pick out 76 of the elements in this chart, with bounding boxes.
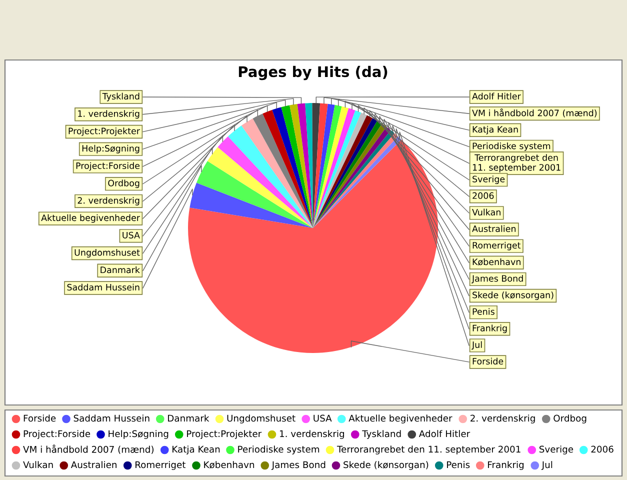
pie-slice: [252, 114, 313, 228]
slice-label: Aktuelle begivenheder: [41, 214, 140, 223]
pie-slice: [313, 104, 342, 228]
pie-slice: [188, 140, 438, 353]
legend-label: Frankrig: [488, 461, 524, 470]
legend-label: Vulkan: [23, 461, 53, 468]
legend-label: Romerriget: [136, 461, 186, 470]
legend-label: Ordbog: [554, 414, 586, 424]
legend-label: København: [204, 461, 254, 468]
legend-label: Australien: [70, 461, 116, 468]
pie-slice: [262, 110, 313, 228]
slice-label: USA: [122, 232, 140, 238]
legend-label: USA: [314, 414, 332, 422]
slice-label: Periodiske system: [472, 142, 550, 151]
slice-label: James Bond: [472, 274, 523, 284]
legend-label: Periodiske system: [238, 446, 320, 454]
slice-label: Forside: [472, 358, 504, 365]
slice-label: Ordbog: [108, 180, 140, 188]
slice-label: Katja Kean: [472, 126, 518, 134]
slice-label: Sverige: [472, 176, 505, 184]
legend-label: 1. verdenskrig: [280, 430, 344, 439]
slice-label: VM i håndbold 2007 (mænd): [472, 108, 597, 118]
slice-label: 1. verdenskrig: [78, 110, 140, 119]
pie-slice: [313, 106, 349, 228]
legend-label: Forside: [24, 414, 56, 422]
pie-slice: [313, 104, 335, 228]
slice-label: Project:Projekter: [68, 127, 140, 136]
legend-label: James Bond: [271, 461, 326, 470]
slice-label: Saddam Hussein: [67, 284, 140, 291]
slice-label: Skede (kønsorgan): [472, 292, 554, 300]
legend-label: Saddam Hussein: [74, 414, 150, 422]
legend-label: VM i håndbold 2007 (mænd): [23, 444, 154, 454]
legend-label: Skede (kønsorgan): [344, 461, 428, 470]
slice-label: Vulkan: [472, 208, 500, 216]
legend-label: Terrorangrebet den 11. september 2001: [336, 446, 520, 454]
slice-label: Tyskland: [102, 92, 140, 102]
pie-slice: [218, 136, 313, 228]
legend-label: Jul: [541, 461, 552, 470]
legend-label: Penis: [447, 461, 470, 468]
pie-slice: [290, 104, 313, 228]
pie-slice: [281, 105, 313, 228]
slice-label: 2. verdenskrig: [78, 196, 140, 206]
slice-label: Help:Søgning: [82, 144, 140, 154]
pie-slice: [207, 147, 313, 228]
pie-slice: [196, 161, 313, 228]
legend-label: Ungdomshuset: [227, 414, 296, 424]
slice-label: Romerriget: [472, 242, 521, 250]
legend-label: Tyskland: [362, 430, 401, 439]
pie-slice: [297, 103, 313, 228]
pie-slice: [313, 103, 328, 228]
slice-label: Danmark: [100, 266, 140, 274]
legend-label: Katja Kean: [172, 446, 220, 454]
slice-label: Penis: [472, 308, 494, 315]
slice-label: Australien: [472, 225, 516, 232]
legend-label: Sverige: [539, 446, 574, 454]
pie-slice: [241, 118, 313, 228]
slice-label: 2006: [472, 192, 494, 199]
slice-label: Adolf Hitler: [472, 92, 521, 100]
pie-slice: [190, 182, 313, 228]
legend-label: 2. verdenskrig: [470, 414, 535, 424]
chart-title: Pages by Hits (da): [238, 66, 388, 80]
pie-slice: [228, 126, 313, 228]
legend-label: Project:Forside: [24, 430, 90, 439]
legend-label: Project:Projekter: [187, 430, 262, 439]
slice-label: Project:Forside: [76, 162, 140, 171]
slice-label: Frankrig: [472, 324, 507, 334]
pie-slice: [272, 107, 313, 228]
slice-label: København: [472, 258, 520, 266]
legend-label: 2006: [591, 446, 614, 453]
legend-label: Help:Søgning: [108, 430, 168, 439]
slice-label: Ungdomshuset: [74, 249, 140, 258]
legend-label: Danmark: [168, 414, 210, 422]
legend-label: Adolf Hitler: [418, 430, 470, 438]
slice-label: Terrorangrebet den 11. september 2001: [472, 154, 560, 172]
slice-label: Jul: [472, 341, 482, 350]
legend-label: Aktuelle begivenheder: [348, 414, 452, 424]
